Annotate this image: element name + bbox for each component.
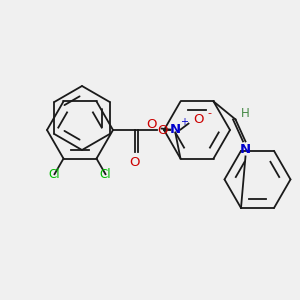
Text: N: N	[240, 143, 251, 156]
Text: -: -	[208, 109, 212, 118]
Text: H: H	[241, 107, 250, 120]
Text: O: O	[130, 155, 140, 169]
Text: O: O	[146, 118, 157, 131]
Text: Cl: Cl	[100, 168, 111, 181]
Text: O: O	[193, 113, 204, 126]
Text: Cl: Cl	[49, 168, 60, 181]
Text: +: +	[181, 117, 188, 127]
Text: N: N	[170, 123, 181, 136]
Text: O: O	[157, 124, 167, 136]
